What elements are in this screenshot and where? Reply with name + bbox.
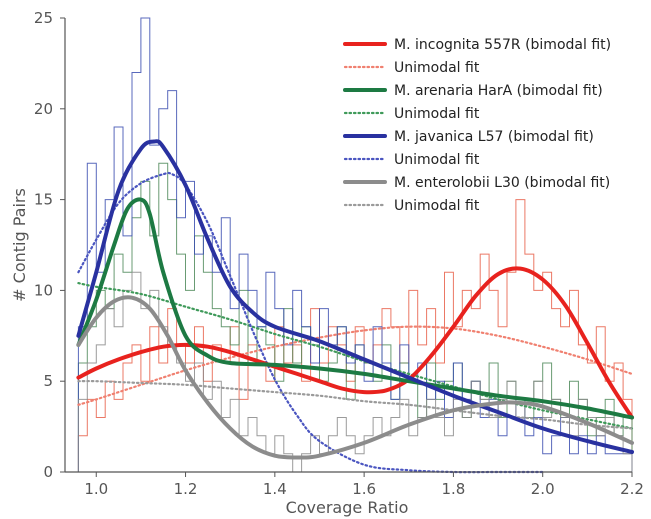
x-tick-label: 1.4 (263, 480, 287, 498)
histogram-1 (77, 162, 633, 472)
x-tick-label: 1.8 (441, 480, 465, 498)
y-tick-label: 20 (34, 100, 53, 118)
fit-curve-6 (76, 295, 634, 460)
fit-curve-2 (76, 197, 634, 420)
legend-label-4: M. javanica L57 (bimodal fit) (394, 129, 594, 145)
legend-label-0: M. incognita 557R (bimodal fit) (394, 37, 611, 53)
legend-label-5: Unimodal fit (394, 152, 480, 168)
fit-curve-1 (77, 325, 634, 406)
fit-curve-4 (76, 139, 634, 454)
legend-label-1: Unimodal fit (394, 60, 480, 76)
fit-curve-3 (77, 282, 634, 430)
x-tick-label: 1.2 (174, 480, 198, 498)
fit-curves-layer (76, 139, 634, 474)
x-tick-label: 1.0 (84, 480, 108, 498)
legend-label-3: Unimodal fit (394, 106, 480, 122)
legend: M. incognita 557R (bimodal fit) Unimodal … (343, 37, 611, 214)
tick-labels: 1.0 1.2 1.4 1.6 1.8 2.0 2.2 0 5 10 15 20 25 (34, 9, 644, 498)
y-tick-label: 5 (43, 372, 53, 390)
legend-label-7: Unimodal fit (394, 198, 480, 214)
legend-label-6: M. enterolobii L30 (bimodal fit) (394, 175, 610, 191)
y-tick-label: 0 (43, 463, 53, 481)
y-tick-label: 15 (34, 191, 53, 209)
x-tick-label: 1.6 (352, 480, 376, 498)
y-tick-label: 25 (34, 9, 53, 27)
x-axis-label: Coverage Ratio (286, 498, 409, 517)
y-axis-label: # Contig Pairs (10, 188, 29, 302)
y-tick-label: 10 (34, 281, 53, 299)
axes (64, 18, 632, 473)
x-tick-label: 2.2 (620, 480, 644, 498)
fit-curve-0 (76, 266, 634, 420)
legend-label-2: M. arenaria HarA (bimodal fit) (394, 83, 603, 99)
x-tick-label: 2.0 (531, 480, 555, 498)
